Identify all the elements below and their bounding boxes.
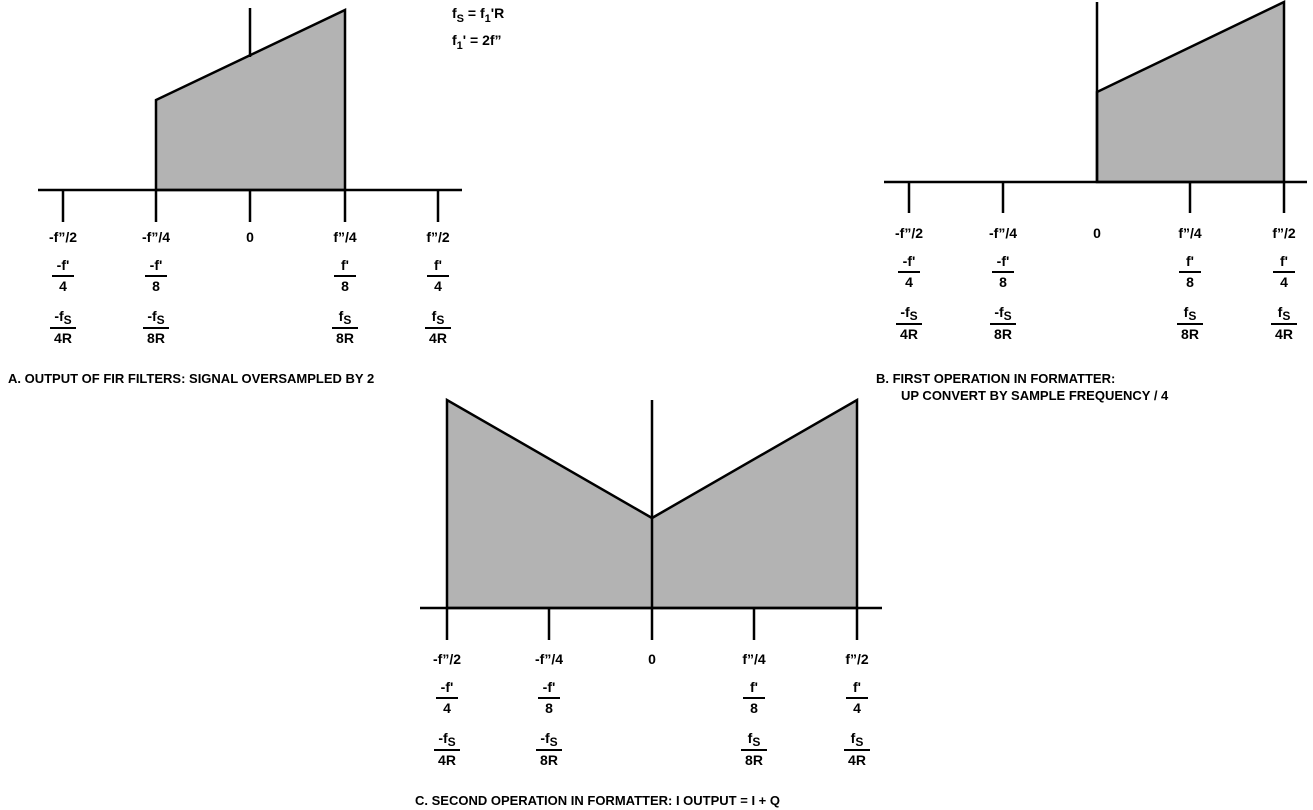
fraction-numerator: f' [1280,253,1288,269]
fraction-numerator: -f' [57,257,70,273]
fraction-numerator: fS [1184,304,1197,323]
tick-label: -f”/2 [433,651,461,667]
fraction-denominator: 4 [434,278,442,294]
fraction-numerator: -f' [543,679,556,695]
tick-label: 0 [246,229,254,245]
tick-label: f”/4 [333,229,357,245]
fraction-denominator: 4 [853,700,861,716]
fraction-denominator: 8R [994,326,1012,342]
fraction-denominator: 4 [443,700,451,716]
fraction-numerator: -f' [150,257,163,273]
fraction-numerator: -fS [994,304,1011,323]
fraction-denominator: 8 [1186,274,1194,290]
caption-a: A. OUTPUT OF FIR FILTERS: SIGNAL OVERSAM… [8,371,374,386]
tick-label: -f”/4 [989,225,1017,241]
fraction-denominator: 8 [999,274,1007,290]
fraction-numerator: f' [750,679,758,695]
fraction-numerator: -fS [54,308,71,327]
fraction-denominator: 8 [341,278,349,294]
tick-label: 0 [1093,225,1101,241]
fraction-numerator: f' [1186,253,1194,269]
spectrum-b [1095,0,1286,184]
fraction-denominator: 8 [750,700,758,716]
fraction-numerator: f' [434,257,442,273]
fraction-denominator: 4R [848,752,866,768]
tick-label: f”/2 [845,651,869,667]
fraction-denominator: 4R [1275,326,1293,342]
fraction-denominator: 4R [54,330,72,346]
fraction-denominator: 8 [152,278,160,294]
tick-label: -f”/2 [49,229,77,245]
panel-c: -f”/2 -f' 4 -fS 4R -f”/4 -f' 8 -fS 8R 0 f”/4 f' 8 fS 8R… [415,397,882,808]
tick-labels-c: -f”/2 -f' 4 -fS 4R -f”/4 -f' 8 -fS 8R 0 f”/4 f' 8 fS 8R… [433,651,870,768]
caption-b-line1: B. FIRST OPERATION IN FORMATTER: [876,371,1115,386]
equation-fs: fS = f1'R [452,5,504,25]
fraction-numerator: fS [748,730,761,749]
ticks-b [907,182,1286,213]
fraction-denominator: 8R [1181,326,1199,342]
tick-label: -f”/4 [535,651,563,667]
fraction-denominator: 8R [147,330,165,346]
tick-label: -f”/4 [142,229,170,245]
panel-b: -f”/2 -f' 4 -fS 4R -f”/4 -f' 8 -fS 8R 0 f”/4 f' 8 fS 8R… [876,0,1307,403]
ticks-c [445,608,859,640]
fraction-numerator: fS [1278,304,1291,323]
fraction-numerator: f' [341,257,349,273]
fraction-numerator: fS [339,308,352,327]
tick-label: f”/2 [426,229,450,245]
tick-label: 0 [648,651,656,667]
fraction-numerator: -fS [540,730,557,749]
fraction-numerator: -fS [900,304,917,323]
fraction-numerator: -fS [147,308,164,327]
equation-f1: f1' = 2f” [452,32,502,52]
fraction-numerator: f' [853,679,861,695]
fraction-denominator: 4R [438,752,456,768]
fraction-denominator: 8 [545,700,553,716]
fraction-numerator: -fS [438,730,455,749]
fraction-denominator: 4R [429,330,447,346]
tick-labels-a: -f”/2 -f' 4 -fS 4R -f”/4 -f' 8 -fS 8R 0 f”/4 f' 8 fS 8R… [49,229,451,346]
fraction-denominator: 8R [540,752,558,768]
caption-b-line2: UP CONVERT BY SAMPLE FREQUENCY / 4 [901,388,1169,403]
fraction-denominator: 4R [900,326,918,342]
fraction-denominator: 4 [1280,274,1288,290]
tick-label: -f”/2 [895,225,923,241]
fraction-denominator: 4 [59,278,67,294]
caption-c: C. SECOND OPERATION IN FORMATTER: I OUTP… [415,793,780,808]
tick-label: f”/4 [742,651,766,667]
fraction-numerator: -f' [997,253,1010,269]
fraction-numerator: -f' [441,679,454,695]
fraction-numerator: -f' [903,253,916,269]
panel-a: -f”/2 -f' 4 -fS 4R -f”/4 -f' 8 -fS 8R 0 f”/4 f' 8 fS 8R… [8,5,504,386]
tick-labels-b: -f”/2 -f' 4 -fS 4R -f”/4 -f' 8 -fS 8R 0 f”/4 f' 8 fS 8R… [895,225,1297,342]
fraction-denominator: 4 [905,274,913,290]
tick-label: f”/4 [1178,225,1202,241]
ticks-a [61,190,440,222]
fraction-denominator: 8R [745,752,763,768]
fraction-denominator: 8R [336,330,354,346]
fraction-numerator: fS [851,730,864,749]
fraction-numerator: fS [432,308,445,327]
tick-label: f”/2 [1272,225,1296,241]
